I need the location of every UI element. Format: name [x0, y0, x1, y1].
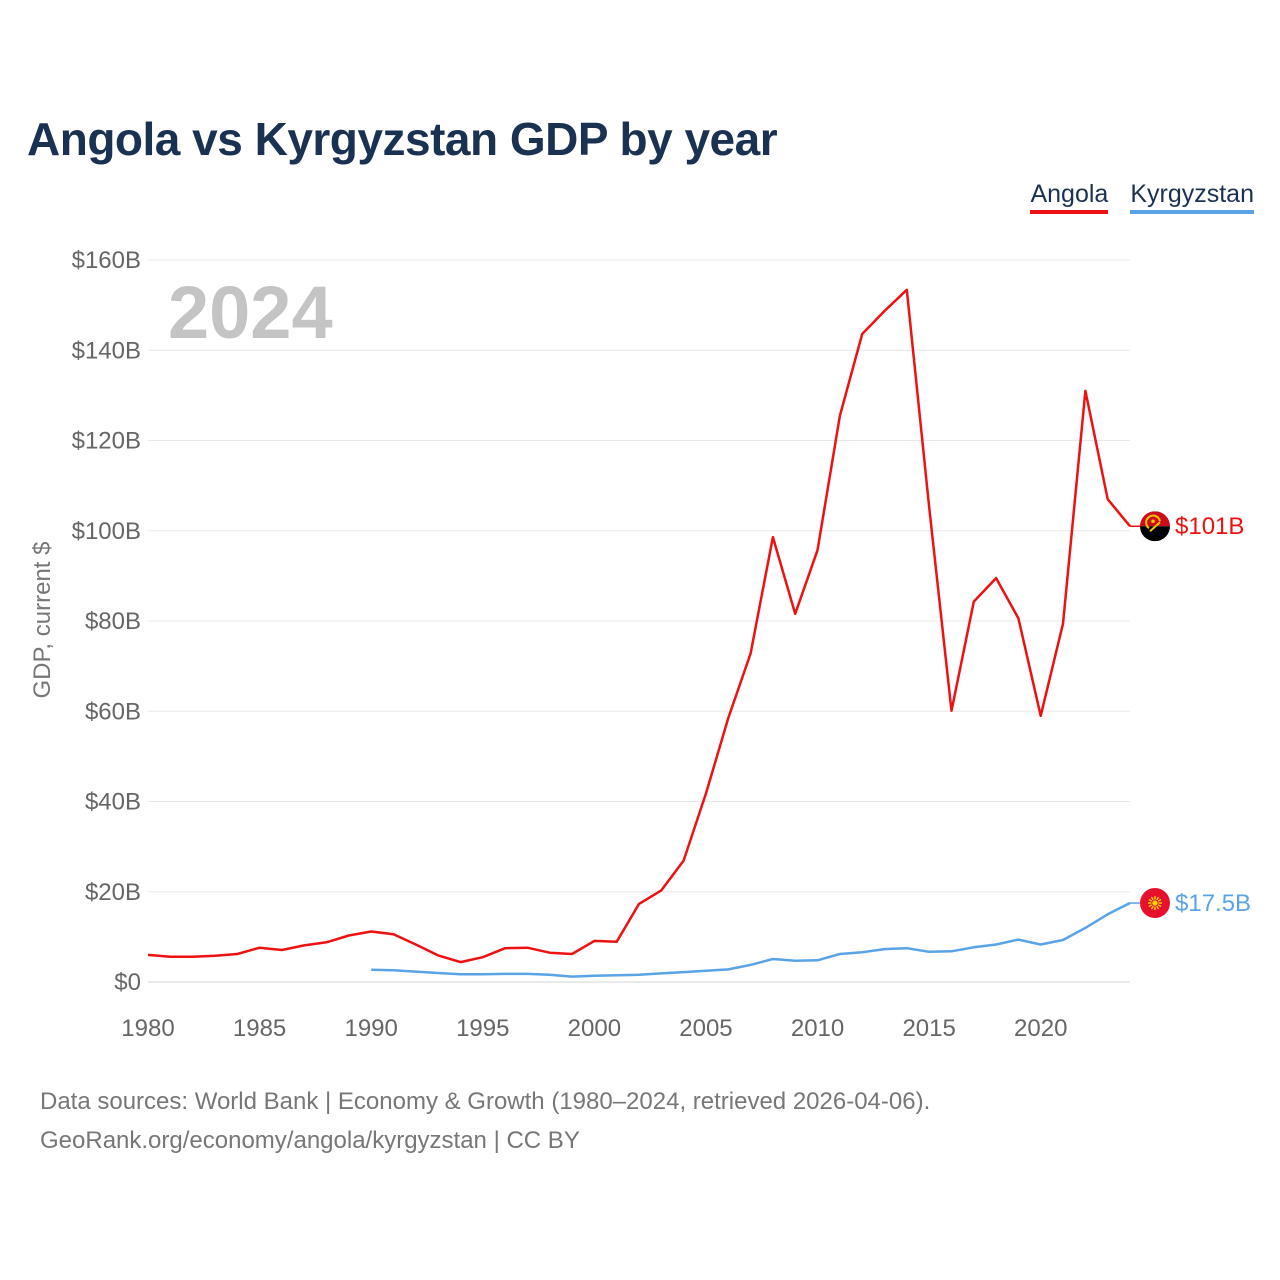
- series-group: [147, 288, 1131, 978]
- line-chart: 2024 $0 $20B $40B $60B $80B $100B $120B $140B $1…: [29, 247, 1251, 1042]
- x-tick-label: 1995: [456, 1015, 509, 1042]
- end-value-label-kyrgyzstan: $17.5B: [1175, 890, 1251, 917]
- x-tick-label: 1980: [121, 1015, 174, 1042]
- y-tick-label: $20B: [85, 879, 141, 906]
- attribution-text: GeoRank.org/economy/angola/kyrgyzstan | …: [40, 1127, 580, 1154]
- x-tick-label: 2005: [679, 1015, 732, 1042]
- grid-lines: [148, 259, 1130, 983]
- legend-item-kyrgyzstan[interactable]: Kyrgyzstan: [1130, 180, 1254, 214]
- x-axis-ticks: 1980 1985 1990 1995 2000 2005 2010 2015 2020: [121, 1015, 1067, 1042]
- x-tick-label: 2020: [1014, 1015, 1067, 1042]
- kyrgyzstan-flag-icon: [1140, 888, 1170, 919]
- x-tick-label: 1985: [233, 1015, 286, 1042]
- legend-item-angola[interactable]: Angola: [1030, 180, 1109, 214]
- y-tick-label: $160B: [72, 247, 141, 274]
- y-tick-label: $120B: [72, 428, 141, 455]
- legend: Angola Kyrgyzstan: [1030, 180, 1254, 214]
- angola-flag-icon: [1140, 511, 1170, 542]
- x-tick-label: 2000: [568, 1015, 621, 1042]
- series-line-angola: [147, 288, 1131, 964]
- x-tick-label: 2015: [902, 1015, 955, 1042]
- y-tick-label: $140B: [72, 337, 141, 364]
- series-end-markers: $101B $17.5B: [1130, 511, 1251, 919]
- y-tick-label: $40B: [85, 789, 141, 816]
- y-tick-label: $0: [114, 969, 141, 996]
- y-tick-label: $100B: [72, 518, 141, 545]
- footer: Data sources: World Bank | Economy & Gro…: [40, 1082, 930, 1160]
- y-axis-ticks: $0 $20B $40B $60B $80B $100B $120B $140B $160B: [72, 247, 141, 996]
- x-tick-label: 1990: [344, 1015, 397, 1042]
- data-source-text: Data sources: World Bank | Economy & Gro…: [40, 1088, 931, 1115]
- y-axis-label: GDP, current $: [29, 542, 56, 699]
- year-watermark: 2024: [168, 271, 333, 354]
- end-value-label-angola: $101B: [1175, 513, 1244, 540]
- chart-title: Angola vs Kyrgyzstan GDP by year: [27, 113, 778, 165]
- y-tick-label: $60B: [85, 698, 141, 725]
- x-tick-label: 2010: [791, 1015, 844, 1042]
- y-tick-label: $80B: [85, 608, 141, 635]
- series-line-kyrgyzstan: [371, 901, 1131, 978]
